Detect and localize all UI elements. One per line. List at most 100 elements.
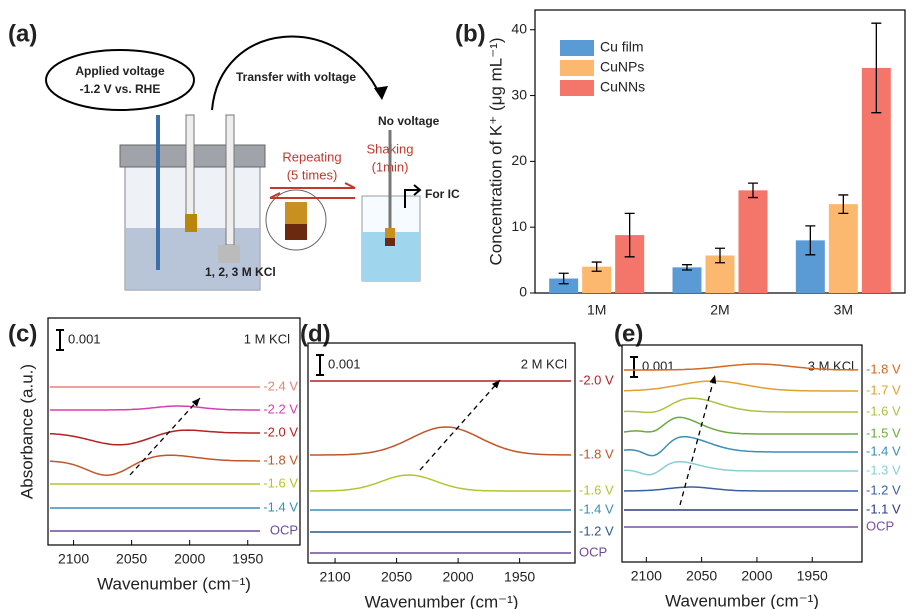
spectrum [623,486,858,492]
sample [285,202,307,224]
x-tick-label: 2M [710,302,729,318]
legend-swatch [560,60,594,76]
arrows [269,182,356,199]
callout [45,49,195,111]
trend-arrow [679,374,716,506]
text: Repeating [282,149,341,164]
y-tick-label: 40 [511,20,527,36]
spectrum [623,416,858,435]
arrow [211,35,381,111]
x-tick-label: 2100 [319,569,350,585]
plot-frame [307,342,576,564]
plot-frame [47,317,301,546]
legend-label: CuNPs [600,59,644,75]
sample [385,228,395,238]
legend-label: Cu film [600,39,644,55]
panel-a: (a) Applied voltage -1.2 V vs. RHE Trans… [8,20,460,291]
plot-frame [621,344,863,563]
error-bar [715,247,725,264]
x-tick-label: 3M [834,302,853,318]
scale-label: 0.001 [68,331,101,346]
panel-label: (c) [8,320,37,347]
bar [549,278,579,293]
text: -1.2 V vs. RHE [80,82,161,96]
series-label: -2.0 V [263,424,298,439]
series-label: OCP [866,518,894,533]
y-tick-label: 10 [511,218,527,234]
error-bar [591,261,602,272]
x-tick-label: 2050 [116,551,147,567]
spectrum [49,454,260,476]
scale-bar [56,329,64,351]
arrowhead [709,375,717,384]
spectrum [623,380,858,392]
spectrum [310,426,572,456]
series-label: -1.2 V [579,523,614,538]
arrowhead [491,380,500,389]
x-tick-label: 2000 [443,569,474,585]
series-label: -1.4 V [866,443,901,458]
legend-label: CuNNs [600,79,645,95]
x-axis-label: Wavenumber (cm⁻¹) [97,574,251,593]
error-bar [871,22,882,114]
series-label: -1.4 V [263,499,298,514]
scale-label: 0.001 [642,358,675,373]
sample [185,214,197,232]
error-bar [558,272,569,285]
sample [385,238,395,246]
series-label: -1.1 V [866,501,901,516]
spectrum [310,474,571,492]
series-label: -2.2 V [263,401,298,416]
x-tick-label: 2100 [58,551,89,567]
arrowhead [191,398,200,407]
y-tick-label: 0 [519,284,527,300]
bar [672,267,702,293]
spectrum [50,405,260,411]
error-bar [838,194,849,215]
panel-label: (e) [614,320,643,347]
series-label: OCP [579,544,607,559]
x-tick-label: 1950 [797,568,828,584]
annotation: 2 M KCl [521,356,567,371]
x-tick-label: 1950 [232,551,263,567]
text: Applied voltage [75,64,165,78]
spectrum [49,429,260,446]
series-label: -1.8 V [579,446,614,461]
spectrum [624,363,858,371]
error-bar [682,264,692,271]
bar [828,204,858,293]
series-label: -1.3 V [866,462,901,477]
error-bar [624,212,635,258]
spectrum [623,435,858,457]
scale-label: 0.001 [328,356,361,371]
annotation: 1 M KCl [244,331,290,346]
x-tick-label: 2000 [741,568,772,584]
series-label: -1.2 V [866,482,901,497]
series-label: -1.4 V [579,501,614,516]
x-tick-label: 2100 [631,568,662,584]
series-label: -1.8 V [263,452,298,467]
x-tick-label: 2050 [686,568,717,584]
y-axis-label: Absorbance (a.u.) [17,364,36,499]
scale-bar [630,356,638,378]
trend-arrow [419,379,501,471]
text: Transfer with voltage [236,70,356,84]
text: No voltage [378,114,440,128]
scale-bar [316,354,324,376]
series-label: -1.6 V [263,475,298,490]
x-tick-label: 1M [587,302,606,318]
spectrum [624,460,858,476]
series-label: -1.6 V [579,482,614,497]
panel-label: (a) [8,20,37,47]
x-axis-label: Wavenumber (cm⁻¹) [365,592,519,609]
series-label: -2.0 V [579,372,614,387]
series-label: -1.5 V [866,425,901,440]
y-tick-label: 20 [511,152,527,168]
text: 1, 2, 3 M KCl [205,265,276,279]
y-tick-label: 30 [511,86,527,102]
error-bar [748,182,758,199]
annotation: 3 M KCl [808,358,854,373]
electrode [225,114,235,246]
arrow [404,184,422,208]
